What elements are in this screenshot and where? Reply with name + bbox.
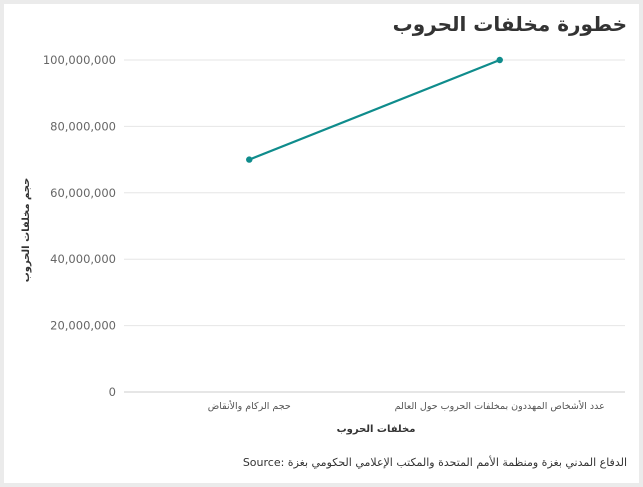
y-axis-label: حجم مخلفات الحروب — [21, 178, 32, 283]
data-point[interactable] — [246, 156, 253, 163]
y-tick-labels: 0 20,000,000 40,000,000 60,000,000 80,000,00… — [43, 53, 116, 399]
chart-title: خطورة مخلفات الحروب — [392, 12, 627, 36]
y-tick-label: 60,000,000 — [50, 186, 116, 200]
chart-card: خطورة مخلفات الحروب 0 20,000,000 40,000,00… — [4, 4, 639, 483]
y-tick-label: 20,000,000 — [50, 319, 116, 333]
series-line — [248, 58, 501, 161]
data-series — [246, 56, 503, 163]
y-tick-label: 0 — [109, 385, 116, 399]
y-tick-label: 40,000,000 — [50, 252, 116, 266]
y-tick-label: 100,000,000 — [43, 53, 116, 67]
data-point[interactable] — [496, 56, 503, 64]
source-note: الدفاع المدني بغزة ومنظمة الأمم المتحدة … — [242, 456, 627, 469]
x-category-label: عدد الأشخاص المهددون بمخلفات الحروب حول … — [395, 400, 605, 412]
grid-lines — [124, 59, 625, 393]
y-tick-label: 80,000,000 — [50, 119, 116, 133]
x-axis-label: مخلفات الحروب — [337, 424, 416, 435]
x-category-label: حجم الركام والأنقاض — [208, 400, 291, 412]
x-category-labels: حجم الركام والأنقاض عدد الأشخاص المهددون … — [208, 400, 605, 412]
line-chart: 0 20,000,000 40,000,000 60,000,000 80,000,00… — [21, 53, 625, 435]
